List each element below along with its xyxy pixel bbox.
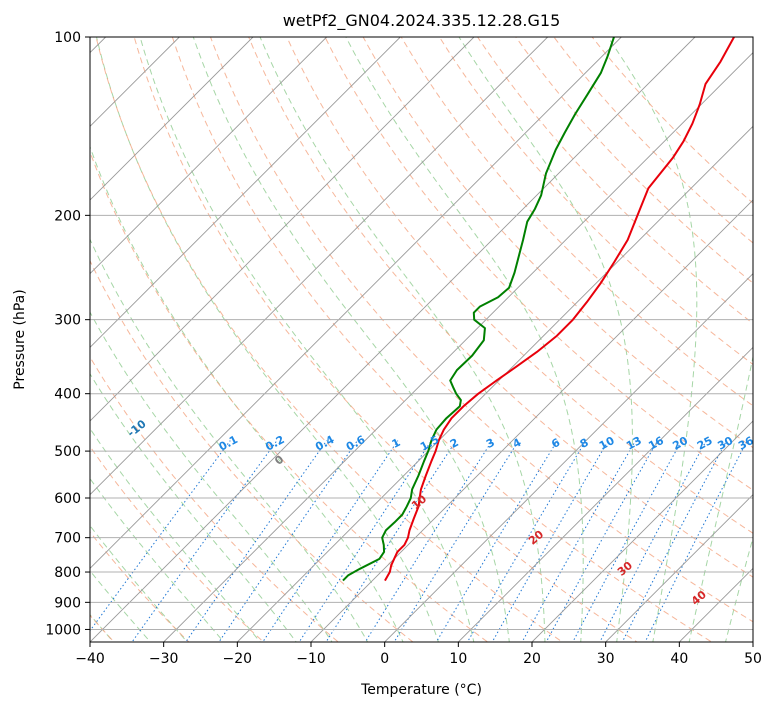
mixing-ratio-line xyxy=(644,440,748,642)
y-tick-label: 700 xyxy=(54,531,81,547)
mixing-ratio-line xyxy=(466,440,587,642)
mixing-ratio-line xyxy=(131,440,278,642)
moist-adiabat-line xyxy=(725,535,753,642)
moist-adiabat-line xyxy=(96,37,439,642)
x-tick-label: 50 xyxy=(744,651,762,667)
isotherm-line xyxy=(310,199,753,642)
dry-adiabat-line xyxy=(90,445,265,642)
mixing-ratio-label: 20 xyxy=(670,434,690,453)
profile-series xyxy=(342,37,735,582)
dry-adiabat-line xyxy=(209,37,753,623)
mixing-ratio-label: 25 xyxy=(695,434,715,453)
y-tick-label: 1000 xyxy=(45,622,81,638)
isobars xyxy=(90,37,753,630)
dry-adiabat-line xyxy=(286,37,753,534)
x-tick-label: −20 xyxy=(223,651,253,667)
isotherm-line xyxy=(90,37,401,348)
y-tick-label: 200 xyxy=(54,208,81,224)
mixing-ratio-label: 13 xyxy=(624,434,644,453)
mixing-ratio-line xyxy=(364,440,493,642)
temperature-line xyxy=(384,37,735,582)
dry-adiabat-line xyxy=(90,259,414,642)
isotherm-line xyxy=(458,346,753,642)
x-tick-label: 10 xyxy=(449,651,467,667)
isotherm-line xyxy=(90,37,696,642)
dry-adiabat-line xyxy=(248,37,753,578)
dry-adiabats xyxy=(90,37,753,642)
dry-adiabat-line xyxy=(90,356,339,642)
x-tick-label: −30 xyxy=(149,651,179,667)
dry-adiabat-line xyxy=(438,37,753,366)
isotherm-line xyxy=(605,494,753,642)
isotherm-line xyxy=(163,52,753,642)
mixing-ratio-line xyxy=(545,440,659,642)
mixing-ratio-lines xyxy=(90,440,748,642)
dry-adiabat-line xyxy=(90,150,489,642)
isotherms xyxy=(90,37,753,642)
dry-adiabat-line xyxy=(171,37,713,642)
plot-frame xyxy=(89,36,754,643)
mixing-ratio-label: 36 xyxy=(736,434,756,453)
chart-title: wetPf2_GN04.2024.335.12.28.G15 xyxy=(283,11,561,31)
mixing-ratio-line xyxy=(298,440,432,642)
x-tick-label: 20 xyxy=(523,651,541,667)
moist-adiabat-line xyxy=(139,37,475,642)
mixing-ratio-label: 16 xyxy=(646,434,666,453)
mixing-ratio-line xyxy=(435,440,558,642)
isotherm-line xyxy=(531,420,753,642)
dry-adiabat-line xyxy=(95,37,564,642)
moist-adiabat-line xyxy=(259,37,546,642)
y-tick-label: 100 xyxy=(54,30,81,46)
x-tick-label: 30 xyxy=(597,651,615,667)
mixing-ratio-label: 10 xyxy=(597,434,617,453)
mixing-ratio-line xyxy=(521,440,637,642)
moist-adiabat-line xyxy=(458,37,633,642)
moist-adiabat-line xyxy=(607,37,698,642)
isotherm-line xyxy=(90,37,327,275)
y-tick-label: 900 xyxy=(54,595,81,611)
y-tick-label: 600 xyxy=(54,491,81,507)
y-tick-label: 400 xyxy=(54,387,81,403)
mixing-ratio-line xyxy=(90,440,231,632)
mixing-ratio-line xyxy=(491,440,609,642)
mixing-ratio-line xyxy=(325,440,457,642)
dewpoint-line xyxy=(342,37,615,582)
moist-adiabat-line xyxy=(345,37,584,642)
isopleth-labels: -100-90-80-70-60-50-40-30-20-100.10.20.4… xyxy=(125,417,756,608)
x-tick-label: 40 xyxy=(670,651,688,667)
mixing-ratio-line xyxy=(262,440,399,642)
dry-adiabat-line xyxy=(133,37,638,642)
x-tick-label: 0 xyxy=(380,651,389,667)
isotherm-line xyxy=(384,273,753,642)
mixing-ratio-line xyxy=(621,440,728,642)
dry-adiabat-line xyxy=(553,37,753,244)
dry-adiabat-line xyxy=(515,37,753,284)
isotherm-line xyxy=(90,37,254,201)
x-tick-label: −40 xyxy=(75,651,105,667)
isotherm-line xyxy=(90,37,475,422)
y-tick-label: 800 xyxy=(54,565,81,581)
moist-adiabat-line xyxy=(90,311,333,642)
y-tick-label: 500 xyxy=(54,444,81,460)
y-axis-title: Pressure (hPa) xyxy=(12,289,28,389)
y-tick-label: 300 xyxy=(54,313,81,329)
dry-adiabat-line xyxy=(400,37,753,407)
x-tick-label: −10 xyxy=(296,651,326,667)
moist-adiabat-line xyxy=(688,354,753,642)
isotherm-line xyxy=(90,37,622,569)
plot-area: -100-90-80-70-60-50-40-30-20-100.10.20.4… xyxy=(90,37,756,642)
mixing-ratio-label: 30 xyxy=(715,434,735,453)
axes: −40 −30 −20 −10 0 10 20 30 40 50 100 200 300 400 500 60… xyxy=(45,30,762,667)
dry-adiabat-line xyxy=(476,37,753,325)
mixing-ratio-line xyxy=(572,440,683,642)
isotherm-line xyxy=(90,37,548,496)
mixing-ratio-line xyxy=(599,440,707,642)
x-axis-title: Temperature (°C) xyxy=(360,682,482,698)
isotherm-line xyxy=(237,125,753,642)
